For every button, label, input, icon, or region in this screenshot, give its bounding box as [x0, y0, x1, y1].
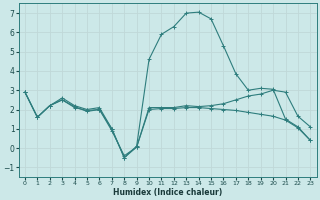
- X-axis label: Humidex (Indice chaleur): Humidex (Indice chaleur): [113, 188, 222, 197]
